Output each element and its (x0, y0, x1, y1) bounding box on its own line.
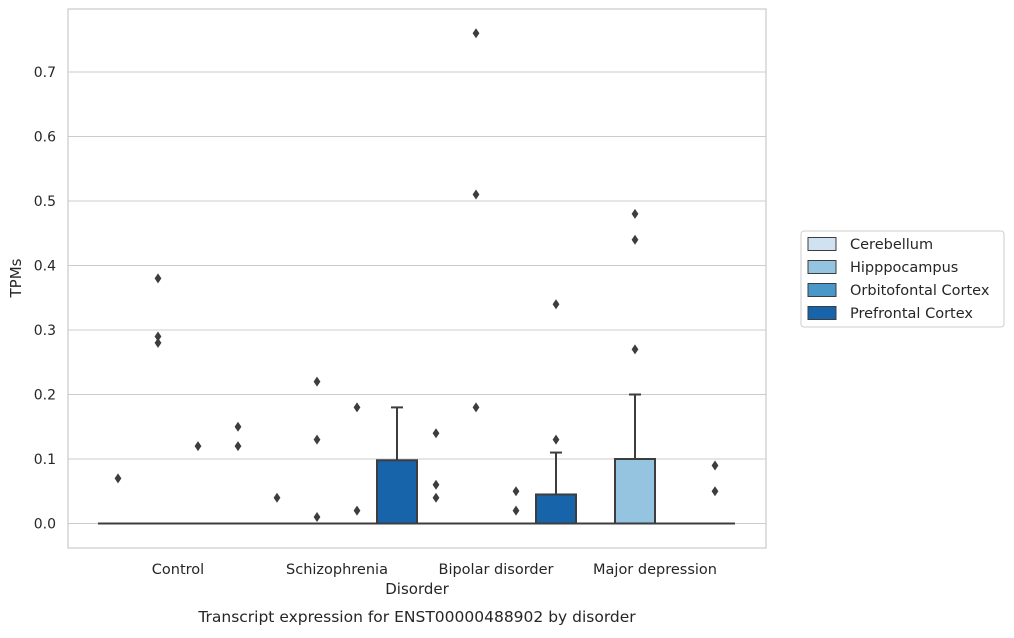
legend-swatch (807, 237, 837, 251)
outlier-point (114, 473, 122, 484)
box-group (297, 376, 337, 525)
box (376, 459, 418, 525)
gridlines (68, 71, 766, 525)
legend-label: Cerebellum (850, 237, 933, 253)
outlier-point (353, 505, 361, 516)
outlier-point (154, 337, 162, 348)
outlier-point (154, 273, 162, 284)
outlier-point (552, 434, 560, 445)
y-tick-label: 0.1 (34, 452, 56, 468)
outlier-point (512, 505, 520, 516)
box-group (257, 492, 297, 525)
outlier-point (313, 434, 321, 445)
outlier-point (432, 492, 440, 503)
outlier-point (552, 299, 560, 310)
outlier-point (432, 479, 440, 490)
outlier-point (432, 428, 440, 439)
legend-label: Orbitofontal Cortex (850, 283, 990, 299)
outlier-point (472, 402, 480, 413)
legend-label: Hipppocampus (850, 260, 958, 276)
y-axis-label: TPMs (7, 258, 25, 298)
box-marks (98, 28, 735, 525)
x-tick-label: Bipolar disorder (439, 562, 554, 578)
box-group (376, 406, 418, 525)
box-group (695, 460, 735, 525)
box-group (218, 421, 258, 525)
x-axis-label: Disorder (385, 580, 449, 598)
x-tick-label: Control (152, 562, 204, 578)
box-group (98, 473, 138, 525)
box (614, 458, 656, 525)
y-tick-label: 0.4 (34, 259, 56, 275)
outlier-point (631, 344, 639, 355)
box-group (614, 208, 656, 525)
outlier-point (194, 441, 202, 452)
box-group (496, 486, 536, 525)
plot-area-frame (67, 8, 767, 549)
legend-frame (800, 230, 1005, 328)
y-tick-label: 0.3 (34, 323, 56, 339)
x-tick-label: Schizophrenia (286, 562, 388, 578)
outlier-point (234, 421, 242, 432)
legend-swatch (807, 306, 837, 320)
legend: Cerebellum Hipppocampus Orbitofontal Corte… (800, 230, 1005, 328)
outlier-point (711, 486, 719, 497)
outlier-point (154, 331, 162, 342)
box (535, 493, 577, 525)
box-group (178, 441, 218, 525)
y-tick-label: 0.0 (34, 517, 56, 533)
box-group (456, 28, 496, 525)
box-group (337, 402, 377, 525)
box-group (138, 273, 178, 525)
x-tick-label: Major depression (593, 562, 717, 578)
x-tick-labels: Control Schizophrenia Bipolar disorder Majo… (152, 562, 717, 578)
outlier-point (512, 486, 520, 497)
y-tick-label: 0.5 (34, 194, 56, 210)
y-tick-label: 0.2 (34, 388, 56, 404)
outlier-point (273, 492, 281, 503)
outlier-point (711, 460, 719, 471)
outlier-point (472, 189, 480, 200)
outlier-point (353, 402, 361, 413)
outlier-point (313, 376, 321, 387)
box-group (535, 299, 577, 525)
outlier-point (234, 441, 242, 452)
y-tick-label: 0.7 (34, 65, 56, 81)
legend-swatch (807, 283, 837, 297)
box-group (416, 428, 456, 525)
legend-items: Cerebellum Hipppocampus Orbitofontal Corte… (807, 237, 990, 322)
outlier-point (631, 208, 639, 219)
y-tick-label: 0.6 (34, 130, 56, 146)
outlier-point (472, 28, 480, 39)
legend-swatch (807, 260, 837, 274)
outlier-point (313, 512, 321, 523)
legend-label: Prefrontal Cortex (850, 306, 973, 322)
chart-title: Transcript expression for ENST0000048890… (197, 608, 636, 626)
y-tick-labels: 0.0 0.1 0.2 0.3 0.4 0.5 0.6 0.7 (34, 65, 56, 533)
outlier-point (631, 234, 639, 245)
